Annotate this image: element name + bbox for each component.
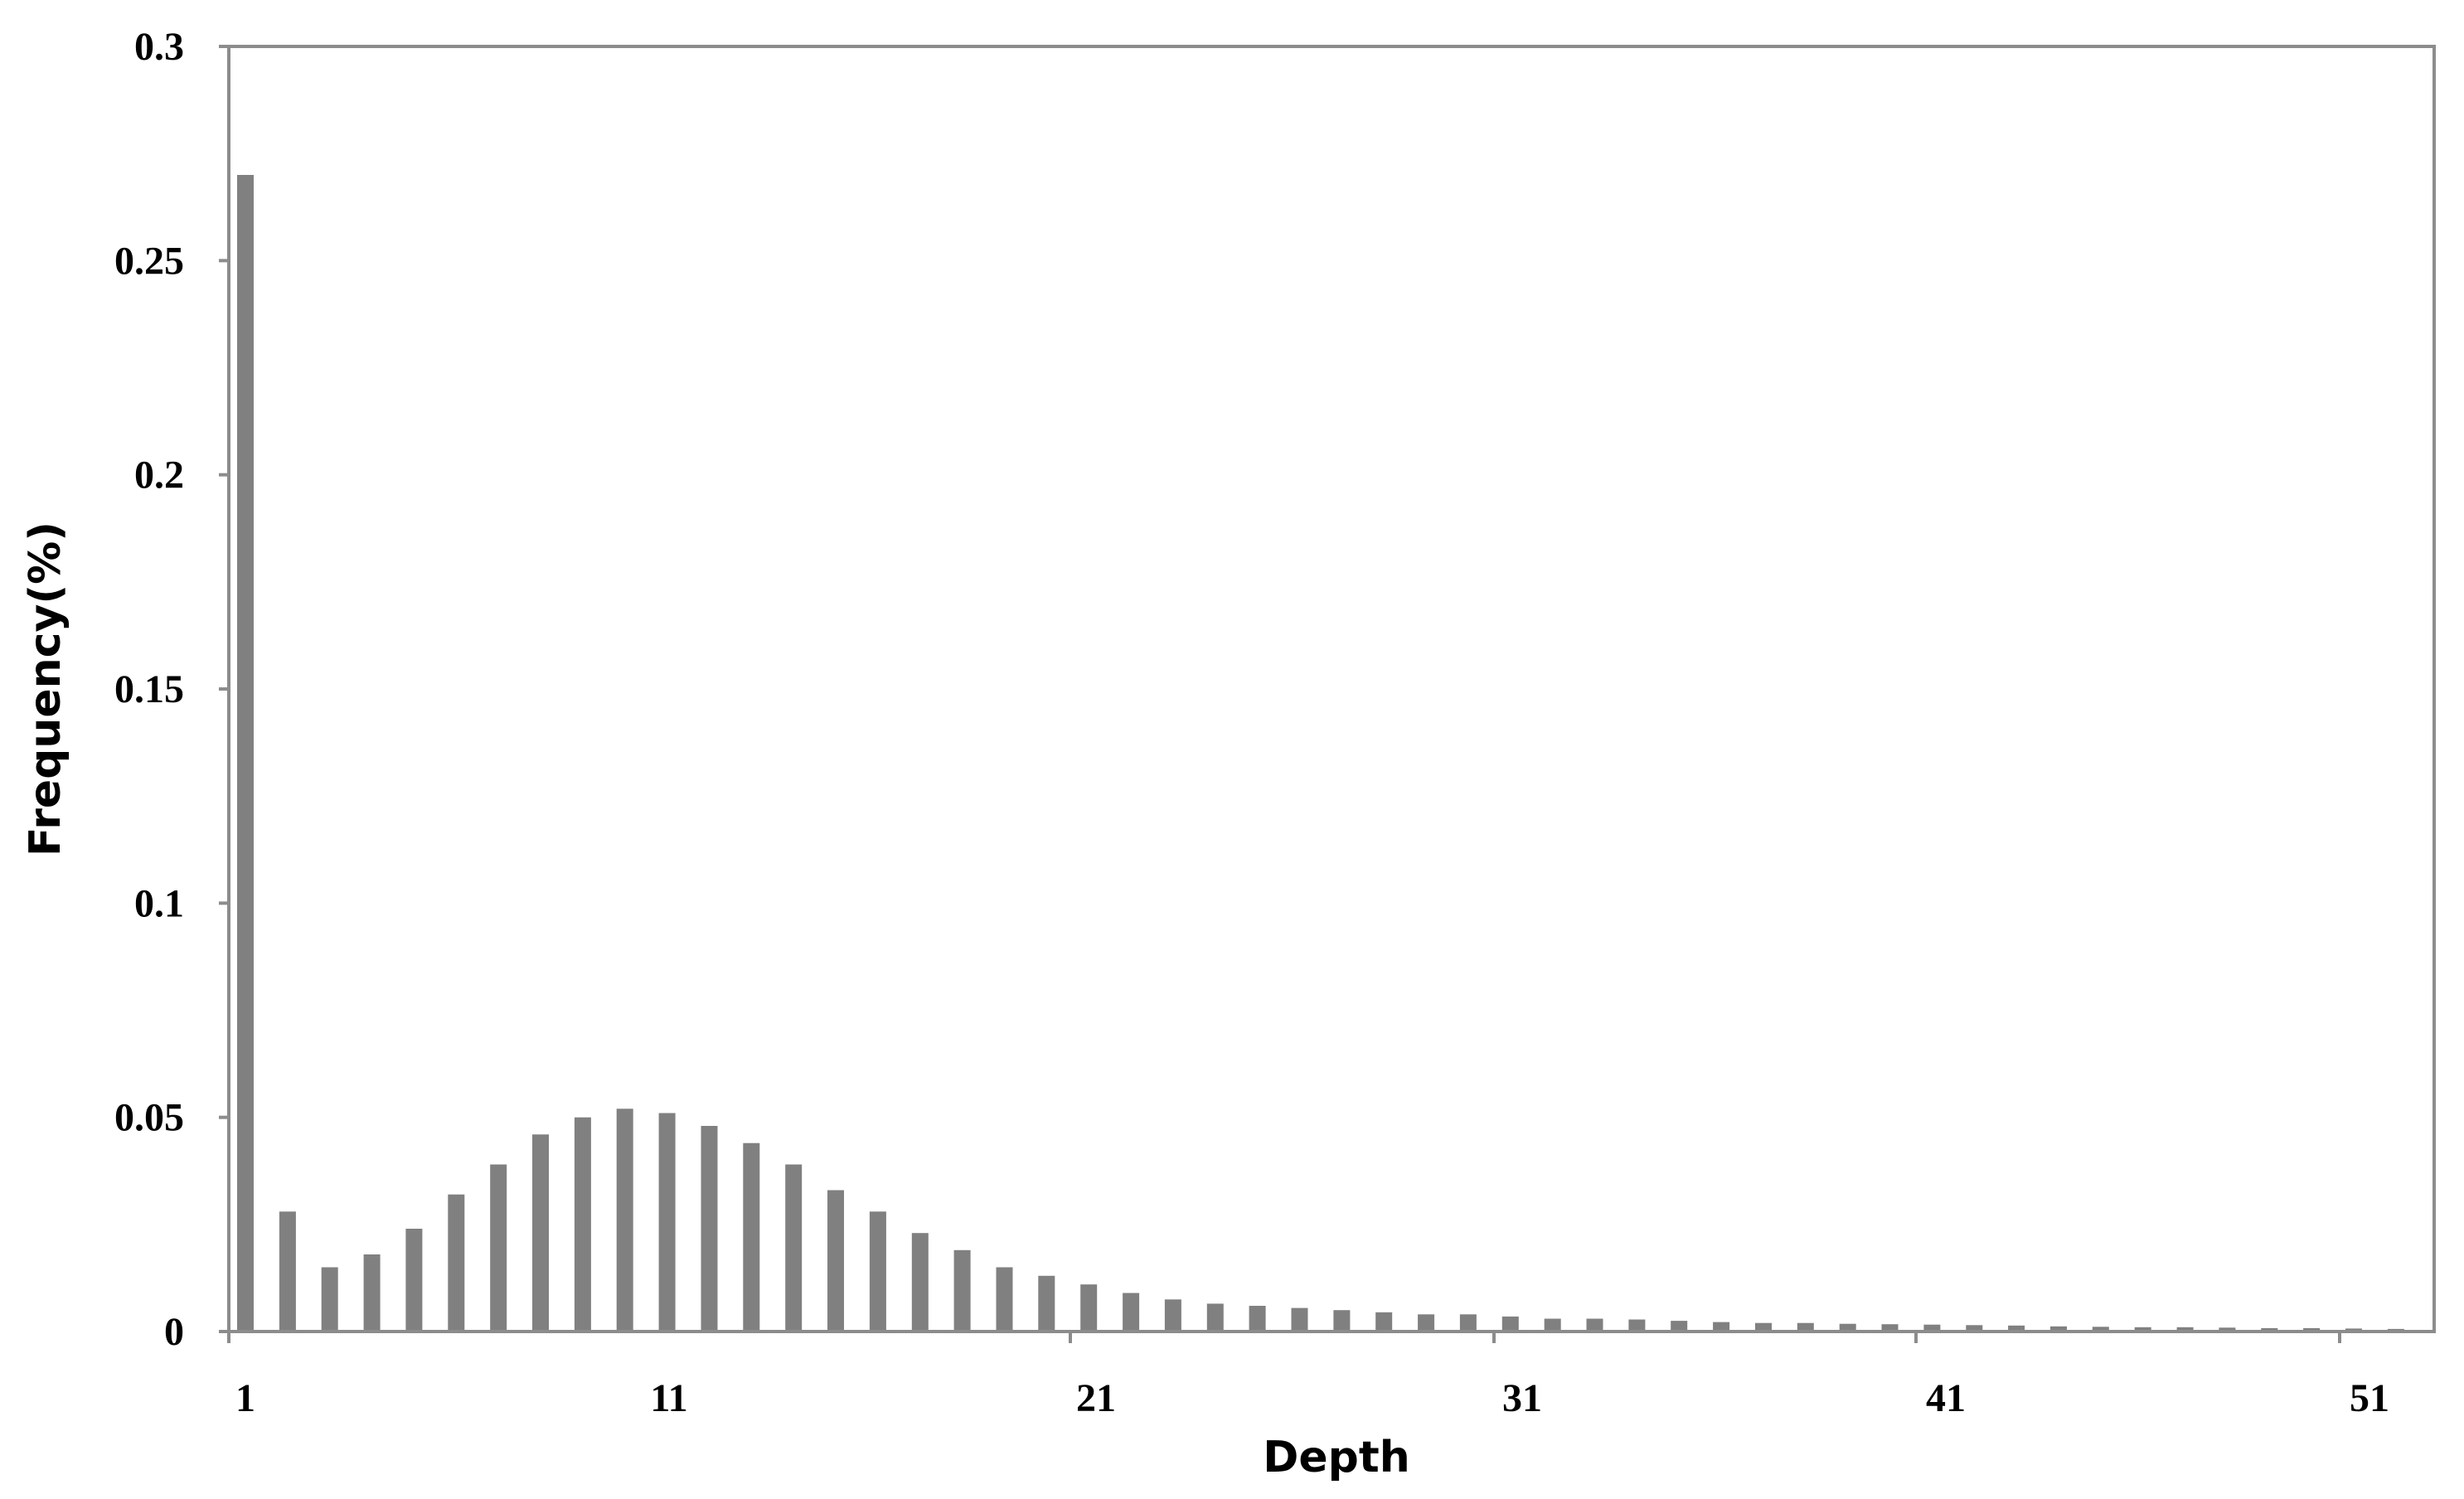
- bar-depth-49: [2261, 1327, 2278, 1332]
- x-tick-label-11: 11: [650, 1376, 687, 1420]
- bar-depth-5: [405, 1229, 423, 1332]
- bar-depth-4: [363, 1254, 381, 1332]
- y-axis-title: Frequency(%): [21, 521, 70, 856]
- bar-depth-32: [1544, 1318, 1561, 1332]
- bar-depth-45: [2092, 1327, 2109, 1332]
- bar-depth-21: [1080, 1284, 1098, 1332]
- bar-depth-7: [490, 1164, 507, 1332]
- bar-depth-27: [1333, 1310, 1351, 1332]
- y-tick-label-0.15: 0.15: [114, 667, 184, 711]
- bar-depth-11: [658, 1113, 676, 1332]
- x-ticks-group: 1 11 21 31 41 51: [227, 1332, 2389, 1420]
- x-tick-label-1: 1: [235, 1376, 255, 1420]
- bar-depth-41: [1923, 1324, 1941, 1332]
- x-tick-label-31: 31: [1502, 1376, 1542, 1420]
- bar-depth-19: [996, 1267, 1013, 1332]
- y-tick-label-0.1: 0.1: [134, 881, 184, 925]
- bar-depth-29: [1418, 1314, 1435, 1332]
- bar-depth-10: [616, 1108, 633, 1332]
- x-tick-label-41: 41: [1926, 1376, 1966, 1420]
- y-tick-label-0.25: 0.25: [114, 239, 184, 283]
- bars-group: [237, 175, 2404, 1332]
- bar-depth-2: [279, 1211, 296, 1332]
- bar-depth-50: [2303, 1327, 2321, 1332]
- y-tick-label-0.05: 0.05: [114, 1096, 184, 1140]
- bar-depth-12: [701, 1126, 718, 1332]
- y-tick-label-0.3: 0.3: [134, 25, 184, 69]
- bar-depth-31: [1501, 1316, 1519, 1332]
- bar-depth-30: [1459, 1314, 1477, 1332]
- bar-depth-47: [2176, 1327, 2194, 1332]
- bar-depth-15: [827, 1190, 844, 1332]
- bar-depth-34: [1628, 1319, 1646, 1332]
- bar-depth-13: [743, 1142, 760, 1332]
- bar-depth-46: [2134, 1327, 2151, 1332]
- bar-depth-28: [1375, 1312, 1393, 1332]
- bar-depth-35: [1671, 1321, 1688, 1332]
- x-tick-label-21: 21: [1076, 1376, 1116, 1420]
- bar-depth-17: [911, 1233, 929, 1332]
- bar-depth-26: [1291, 1307, 1308, 1332]
- bar-depth-16: [869, 1211, 886, 1332]
- bar-depth-20: [1038, 1275, 1055, 1332]
- bar-depth-23: [1164, 1299, 1181, 1332]
- y-tick-label-0: 0: [164, 1310, 184, 1354]
- bar-depth-8: [532, 1134, 549, 1332]
- bar-depth-38: [1797, 1322, 1814, 1332]
- bar-depth-43: [2008, 1325, 2025, 1332]
- plot-frame: [227, 45, 2436, 1333]
- bar-depth-9: [574, 1117, 591, 1332]
- bar-depth-39: [1839, 1323, 1856, 1332]
- x-tick-label-51: 51: [2350, 1376, 2389, 1420]
- bar-depth-37: [1755, 1322, 1772, 1332]
- bar-depth-33: [1586, 1318, 1603, 1332]
- bar-depth-24: [1206, 1303, 1224, 1332]
- bar-depth-3: [321, 1267, 338, 1332]
- x-axis-title: Depth: [1263, 1433, 1410, 1482]
- bar-depth-6: [448, 1194, 465, 1332]
- bar-depth-18: [953, 1249, 971, 1332]
- bar-depth-1: [237, 175, 254, 1332]
- bar-depth-48: [2219, 1327, 2236, 1332]
- bar-depth-40: [1881, 1324, 1899, 1332]
- bar-depth-36: [1713, 1322, 1730, 1332]
- bar-depth-42: [1966, 1325, 1983, 1332]
- bar-depth-22: [1123, 1293, 1140, 1332]
- y-tick-label-0.2: 0.2: [134, 454, 184, 497]
- y-ticks-group: 0 0.05 0.1 0.15 0.2 0.25 0.3: [114, 25, 229, 1354]
- bar-depth-25: [1249, 1306, 1266, 1332]
- bar-depth-44: [2050, 1326, 2067, 1332]
- bar-depth-14: [785, 1164, 803, 1332]
